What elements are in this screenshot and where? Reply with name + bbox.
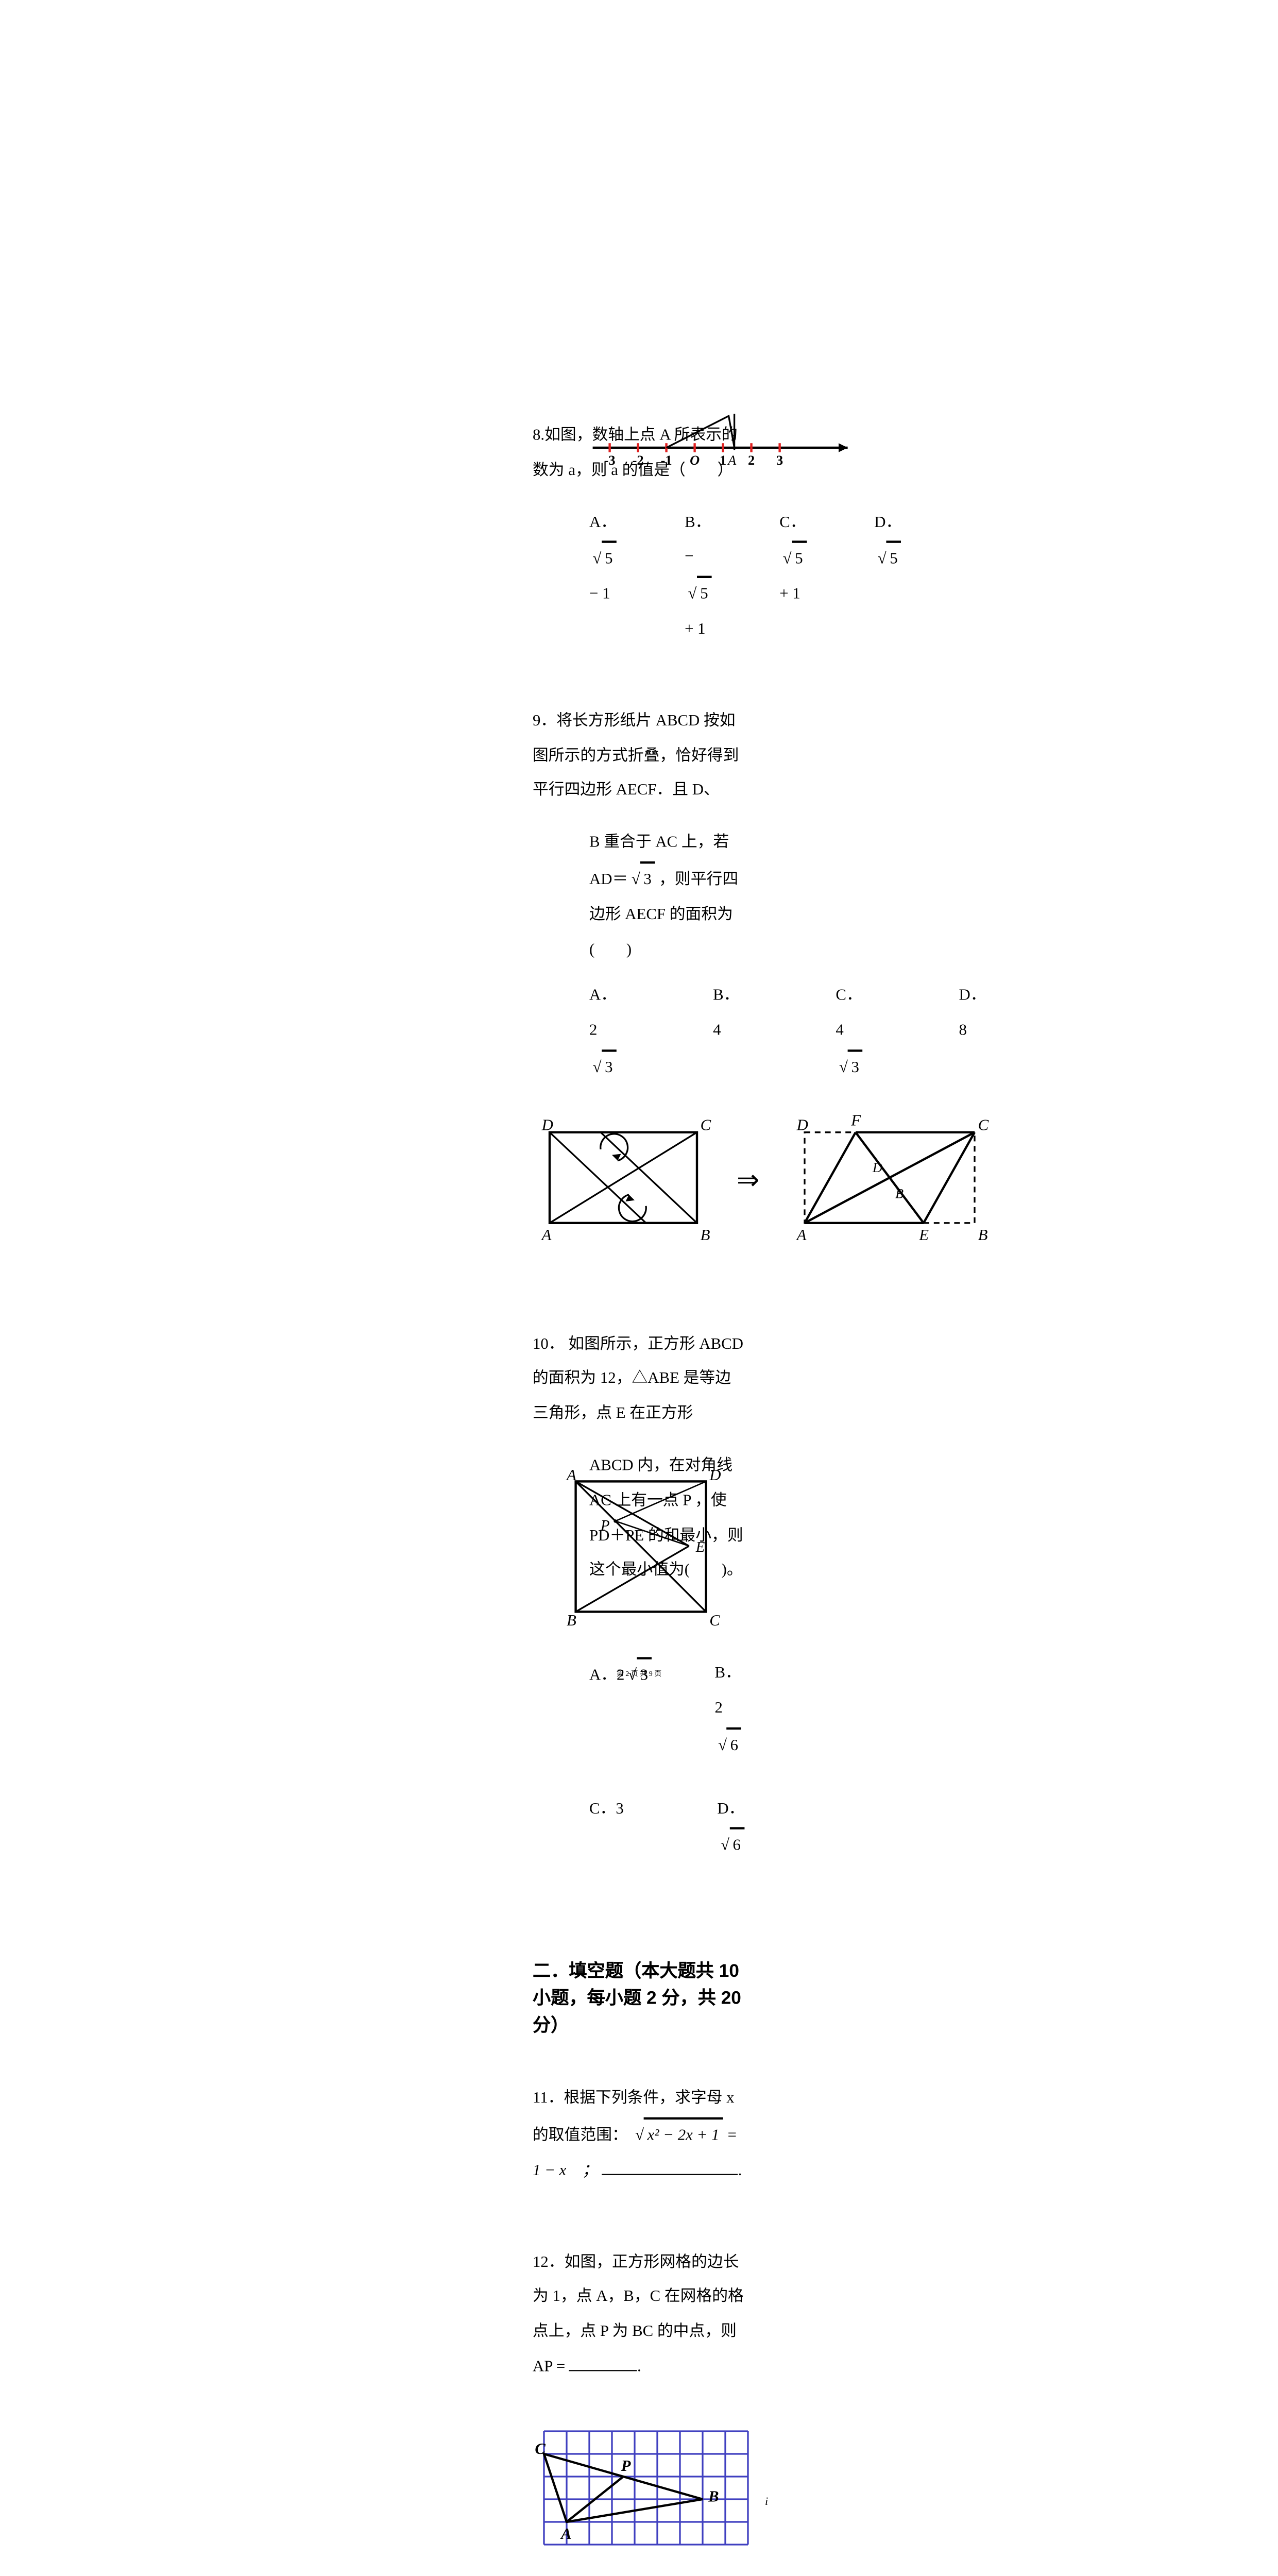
svg-text:D: D bbox=[541, 1116, 553, 1133]
section-2-header: 二．填空题（本大题共 10 小题，每小题 2 分，共 20 分） bbox=[533, 1955, 746, 2037]
svg-text:E: E bbox=[695, 1539, 705, 1555]
svg-text:C: C bbox=[701, 1116, 711, 1133]
svg-text:E: E bbox=[918, 1226, 929, 1243]
q8-numberline-figure: -3 -2 -1 O 1 2 3 A bbox=[587, 402, 859, 470]
question-12: 12．如图，正方形网格的边长为 1，点 A，B，C 在网格的格点上，点 P 为 … bbox=[533, 2246, 746, 2567]
q11-text: 11．根据下列条件，求字母 x 的取值范围： x² − 2x + 1 = 1 −… bbox=[533, 2090, 742, 2179]
svg-text:P: P bbox=[600, 1517, 609, 1533]
q11-blank bbox=[602, 2155, 738, 2175]
svg-text:B: B bbox=[567, 1611, 576, 1629]
q8-option-b: B．−5 + 1 bbox=[685, 506, 711, 648]
q9-option-d: D．8 bbox=[959, 980, 986, 1087]
q10-option-d: D．6 bbox=[717, 1792, 745, 1865]
q9-options: A．23 B．4 C．43 D．8 bbox=[533, 980, 746, 1087]
svg-text:A: A bbox=[560, 2524, 572, 2542]
svg-text:A: A bbox=[541, 1226, 552, 1243]
svg-text:C: C bbox=[535, 2439, 546, 2457]
q12-blank bbox=[569, 2351, 637, 2371]
q9-option-a: A．23 bbox=[589, 980, 617, 1087]
svg-text:A: A bbox=[796, 1226, 807, 1243]
q8-option-c: C．5 + 1 bbox=[779, 506, 806, 648]
svg-text:-2: -2 bbox=[633, 452, 644, 468]
question-11: 11．根据下列条件，求字母 x 的取值范围： x² − 2x + 1 = 1 −… bbox=[533, 2082, 746, 2190]
svg-text:B: B bbox=[708, 2487, 719, 2505]
svg-text:A: A bbox=[566, 1466, 576, 1483]
svg-text:i: i bbox=[765, 2494, 768, 2507]
svg-text:B: B bbox=[701, 1226, 710, 1243]
q10-text-line1: 10． 如图所示，正方形 ABCD 的面积为 12，△ABE 是等边三角形，点 … bbox=[533, 1328, 746, 1432]
svg-text:2: 2 bbox=[748, 452, 755, 468]
q9-option-b: B．4 bbox=[713, 980, 739, 1087]
q9-option-c: C．43 bbox=[836, 980, 862, 1087]
q10-option-c: C．3 bbox=[589, 1792, 660, 1865]
page-footer: 第 2 页 共 9 页 bbox=[0, 1668, 1278, 1679]
question-8: 8.如图，数轴上点 A 所表示的数为 a，则 a 的值是（ ） A．5 − 1 … bbox=[533, 419, 746, 648]
question-10: 10． 如图所示，正方形 ABCD 的面积为 12，△ABE 是等边三角形，点 … bbox=[533, 1328, 746, 1865]
svg-text:A: A bbox=[727, 452, 737, 468]
svg-text:-3: -3 bbox=[604, 452, 616, 468]
svg-text:P: P bbox=[621, 2456, 631, 2474]
svg-text:B: B bbox=[895, 1185, 904, 1201]
q8-option-a: A．5 − 1 bbox=[589, 506, 617, 648]
svg-text:B: B bbox=[978, 1226, 988, 1243]
question-9: 9．将长方形纸片 ABCD 按如图所示的方式折叠，恰好得到平行四边形 AECF．… bbox=[533, 705, 746, 1271]
svg-text:C: C bbox=[978, 1116, 989, 1133]
svg-text:C: C bbox=[709, 1611, 720, 1629]
svg-text:1: 1 bbox=[720, 452, 726, 468]
svg-text:-1: -1 bbox=[661, 452, 672, 468]
q9-text-line2: B 重合于 AC 上，若 AD＝3 ，则平行四边形 AECF 的面积为( ) bbox=[533, 826, 746, 968]
svg-text:O: O bbox=[690, 452, 700, 468]
q12-text: 12．如图，正方形网格的边长为 1，点 A，B，C 在网格的格点上，点 P 为 … bbox=[533, 2254, 744, 2376]
svg-text:D: D bbox=[872, 1159, 882, 1175]
q8-option-d: D．5 bbox=[874, 506, 901, 648]
q8-options: A．5 − 1 B．−5 + 1 C．5 + 1 D．5 bbox=[533, 506, 746, 648]
q10-figure: A D B C P E bbox=[553, 1464, 735, 1634]
svg-text:D: D bbox=[709, 1466, 721, 1483]
q10-options: A．23 B．26 C．3 D．6 bbox=[533, 1657, 746, 1865]
svg-text:3: 3 bbox=[776, 452, 783, 468]
svg-text:F: F bbox=[850, 1111, 861, 1129]
svg-text:⇒: ⇒ bbox=[737, 1165, 759, 1195]
svg-text:D: D bbox=[796, 1116, 808, 1133]
q9-figure: D C A B ⇒ D F C bbox=[533, 1109, 1009, 1257]
q9-text-line1: 9．将长方形纸片 ABCD 按如图所示的方式折叠，恰好得到平行四边形 AECF．… bbox=[533, 705, 746, 809]
q12-figure: C A B P i bbox=[533, 2419, 782, 2567]
